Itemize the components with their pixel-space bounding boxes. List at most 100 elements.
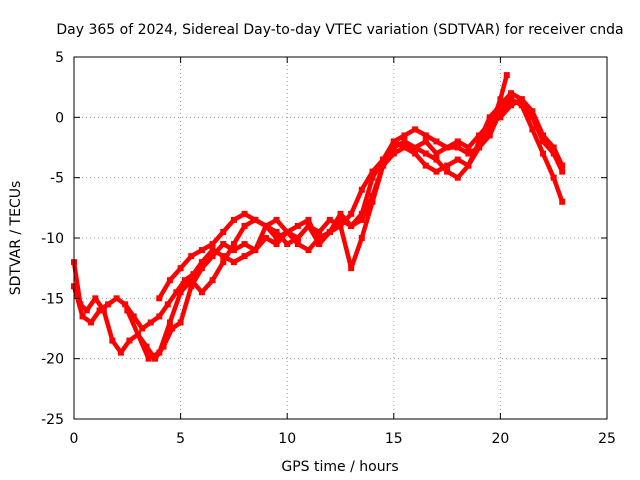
data-point (454, 138, 461, 145)
data-point (166, 277, 173, 284)
data-point (198, 289, 205, 296)
data-point (486, 132, 493, 139)
x-tick-label: 5 (176, 431, 185, 447)
data-point (109, 337, 116, 344)
data-point (316, 228, 323, 235)
data-point (559, 162, 566, 169)
data-point (152, 355, 159, 362)
data-point (326, 216, 333, 223)
data-point (147, 319, 154, 326)
data-point (497, 108, 504, 115)
data-point (465, 150, 472, 157)
data-point (126, 337, 133, 344)
data-point (166, 319, 173, 326)
data-point (156, 295, 163, 302)
data-point (508, 96, 515, 103)
chart-title: Day 365 of 2024, Sidereal Day-to-day VTE… (56, 22, 623, 38)
data-point (294, 222, 301, 229)
data-point (348, 210, 355, 217)
data-point (156, 349, 163, 356)
data-point (422, 138, 429, 145)
data-point (316, 241, 323, 248)
data-point (326, 228, 333, 235)
data-point (503, 72, 510, 79)
data-point (358, 216, 365, 223)
data-point (188, 283, 195, 290)
data-point (294, 241, 301, 248)
data-point (348, 265, 355, 272)
data-point (220, 241, 227, 248)
data-point (454, 174, 461, 181)
data-point (198, 265, 205, 272)
data-point (486, 120, 493, 127)
series-line-track-c (125, 96, 565, 361)
data-point (337, 216, 344, 223)
data-point (105, 301, 112, 308)
data-point (540, 150, 547, 157)
data-point (181, 277, 188, 284)
data-point (401, 144, 408, 151)
axis-ticks: 0 5 10 15 20 25 -25 -20 -15 -10 -5 0 5 (41, 50, 616, 447)
data-point (124, 307, 131, 314)
data-point (96, 307, 103, 314)
data-point (380, 162, 387, 169)
data-point (559, 168, 566, 175)
data-point (433, 138, 440, 145)
series-line-track-b (71, 72, 510, 331)
data-point (113, 295, 120, 302)
data-point (241, 210, 248, 217)
data-point (241, 222, 248, 229)
data-point (348, 222, 355, 229)
x-tick-label: 15 (385, 431, 403, 447)
data-point (444, 144, 451, 151)
data-point (241, 253, 248, 260)
data-point (284, 241, 291, 248)
data-point (173, 289, 180, 296)
data-point (422, 150, 429, 157)
y-tick-label: -10 (41, 231, 64, 247)
data-point (188, 253, 195, 260)
data-point (444, 168, 451, 175)
data-point (369, 198, 376, 205)
data-point (294, 235, 301, 241)
data-point (540, 138, 547, 145)
data-point (117, 349, 124, 356)
data-point (497, 102, 504, 109)
data-point (540, 132, 547, 139)
data-point (92, 295, 99, 302)
x-tick-label: 0 (70, 431, 79, 447)
data-point (476, 144, 483, 151)
data-point (550, 150, 557, 157)
data-point (139, 325, 146, 332)
data-point (305, 216, 312, 223)
data-point (337, 222, 344, 229)
data-point (369, 174, 376, 181)
data-point (401, 132, 408, 139)
data-point (529, 108, 536, 115)
data-point (305, 247, 312, 254)
data-point (508, 102, 515, 109)
data-point (230, 247, 237, 254)
data-point (412, 144, 419, 151)
data-point (209, 253, 216, 260)
data-point (230, 216, 237, 223)
x-tick-label: 25 (598, 431, 616, 447)
data-point (273, 235, 280, 241)
data-point (145, 355, 152, 362)
data-point (465, 144, 472, 151)
data-point (550, 174, 557, 181)
data-point (190, 271, 197, 278)
data-point (177, 265, 184, 272)
data-point (209, 247, 216, 254)
data-point (273, 228, 280, 235)
data-point (422, 162, 429, 169)
data-point (164, 301, 171, 308)
data-point (433, 156, 440, 163)
data-point (316, 235, 323, 241)
x-axis-label: GPS time / hours (281, 459, 398, 475)
data-point (454, 144, 461, 151)
data-point (198, 259, 205, 266)
data-point (550, 144, 557, 151)
y-tick-label: -20 (41, 352, 64, 368)
